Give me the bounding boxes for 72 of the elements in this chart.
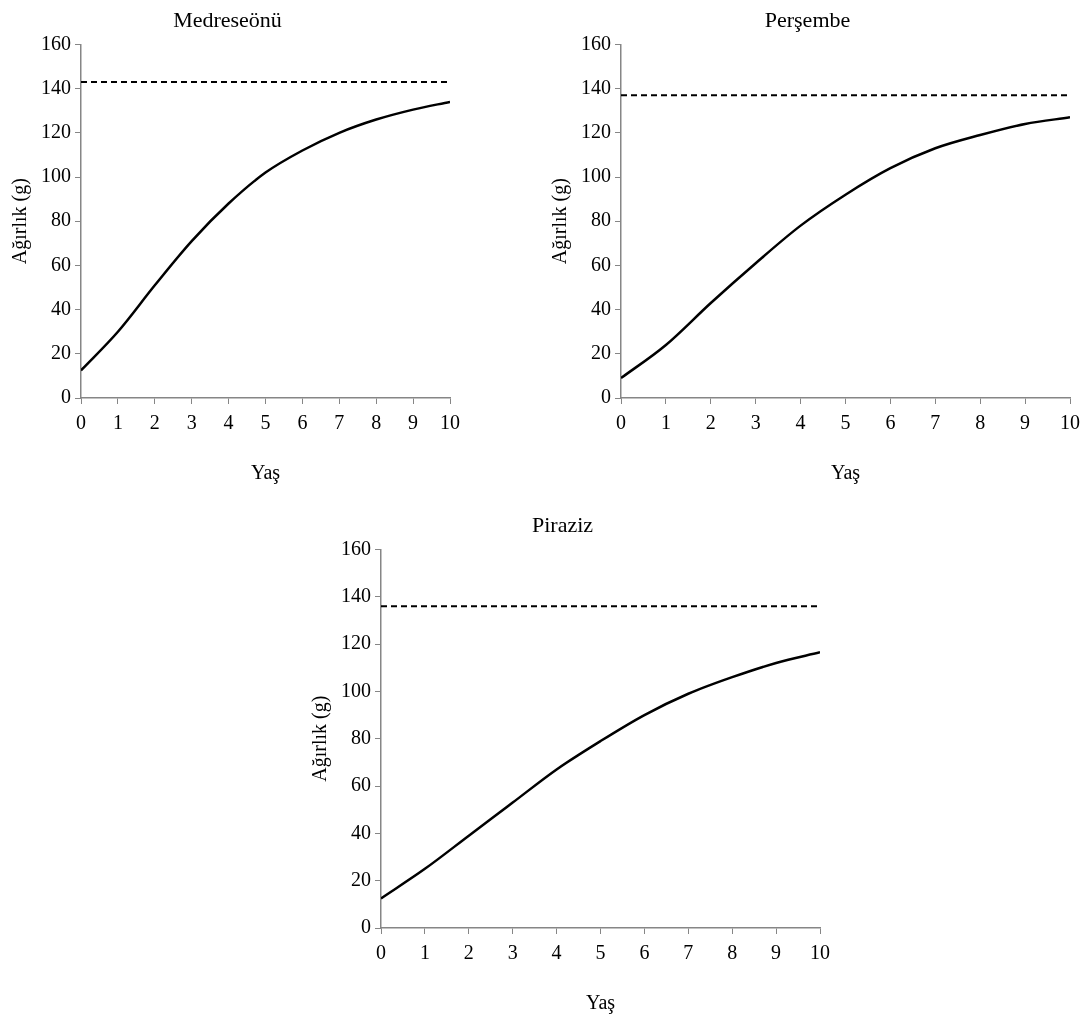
x-tick-label: 2 [463, 941, 474, 964]
y-axis-title: Ağırlık (g) [8, 178, 32, 265]
x-tick-label: 0 [616, 411, 626, 434]
x-tick-label: 1 [112, 411, 123, 434]
y-tick-label: 40 [351, 820, 371, 843]
x-tick-label: 9 [408, 411, 419, 434]
y-tick-label: 100 [41, 164, 71, 187]
x-tick-label: 7 [930, 411, 941, 434]
x-tick-label: 10 [810, 941, 830, 964]
x-tick-label: 8 [975, 411, 986, 434]
x-tick-label: 6 [885, 411, 896, 434]
y-tick-label: 160 [581, 31, 611, 54]
x-tick-label: 5 [260, 411, 271, 434]
x-tick-label: 3 [507, 941, 518, 964]
y-tick-label: 120 [581, 120, 611, 143]
y-tick-label: 140 [41, 75, 71, 98]
x-tick-label: 4 [551, 941, 562, 964]
line-series [381, 651, 820, 900]
x-tick-label: 4 [223, 411, 234, 434]
chart-title: Medreseönü [173, 6, 282, 32]
y-tick-label: 60 [351, 773, 371, 796]
chart-title: Piraziz [531, 511, 594, 537]
y-tick-label: 0 [601, 385, 611, 408]
y-tick-label: 80 [591, 208, 611, 231]
y-tick-label: 60 [51, 252, 71, 275]
x-tick-label: 3 [750, 411, 761, 434]
y-tick-label: 100 [341, 678, 371, 701]
x-tick-label: 3 [186, 411, 197, 434]
y-tick-label: 80 [351, 725, 371, 748]
y-tick-label: 140 [341, 583, 371, 606]
x-tick-label: 2 [705, 411, 716, 434]
x-tick-label: 4 [795, 411, 806, 434]
y-tick-label: 20 [351, 867, 371, 890]
y-tick-label: 140 [581, 75, 611, 98]
y-tick-label: 20 [591, 341, 611, 364]
x-tick-label: 9 [771, 941, 782, 964]
chart-title: Perşembe [764, 6, 851, 32]
line-series [81, 100, 450, 372]
x-tick-label: 7 [683, 941, 694, 964]
x-tick-label: 9 [1020, 411, 1031, 434]
y-tick-label: 40 [591, 296, 611, 319]
x-tick-label: 0 [376, 941, 386, 964]
x-tick-label: 8 [371, 411, 382, 434]
x-axis-title: Yaş [585, 991, 616, 1015]
y-axis-title: Ağırlık (g) [308, 695, 332, 782]
x-tick-label: 6 [297, 411, 308, 434]
y-tick-label: 120 [341, 631, 371, 654]
y-tick-label: 20 [51, 341, 71, 364]
y-tick-label: 160 [41, 31, 71, 54]
x-tick-label: 6 [639, 941, 650, 964]
x-tick-label: 10 [440, 411, 460, 434]
x-tick-label: 1 [660, 411, 671, 434]
y-tick-label: 0 [61, 385, 71, 408]
x-tick-label: 7 [334, 411, 345, 434]
x-tick-label: 1 [419, 941, 430, 964]
y-axis-title: Ağırlık (g) [548, 178, 572, 265]
x-tick-label: 5 [840, 411, 851, 434]
x-tick-label: 0 [76, 411, 86, 434]
y-tick-label: 80 [51, 208, 71, 231]
y-tick-label: 40 [51, 296, 71, 319]
y-tick-label: 0 [361, 915, 371, 938]
y-tick-label: 120 [41, 120, 71, 143]
x-tick-label: 8 [727, 941, 738, 964]
x-tick-label: 5 [595, 941, 606, 964]
x-axis-title: Yaş [830, 461, 861, 485]
x-tick-label: 2 [149, 411, 160, 434]
x-axis-title: Yaş [250, 461, 281, 485]
y-tick-label: 60 [591, 252, 611, 275]
x-tick-label: 10 [1060, 411, 1080, 434]
line-series [621, 116, 1070, 380]
y-tick-label: 100 [581, 164, 611, 187]
y-tick-label: 160 [341, 536, 371, 559]
